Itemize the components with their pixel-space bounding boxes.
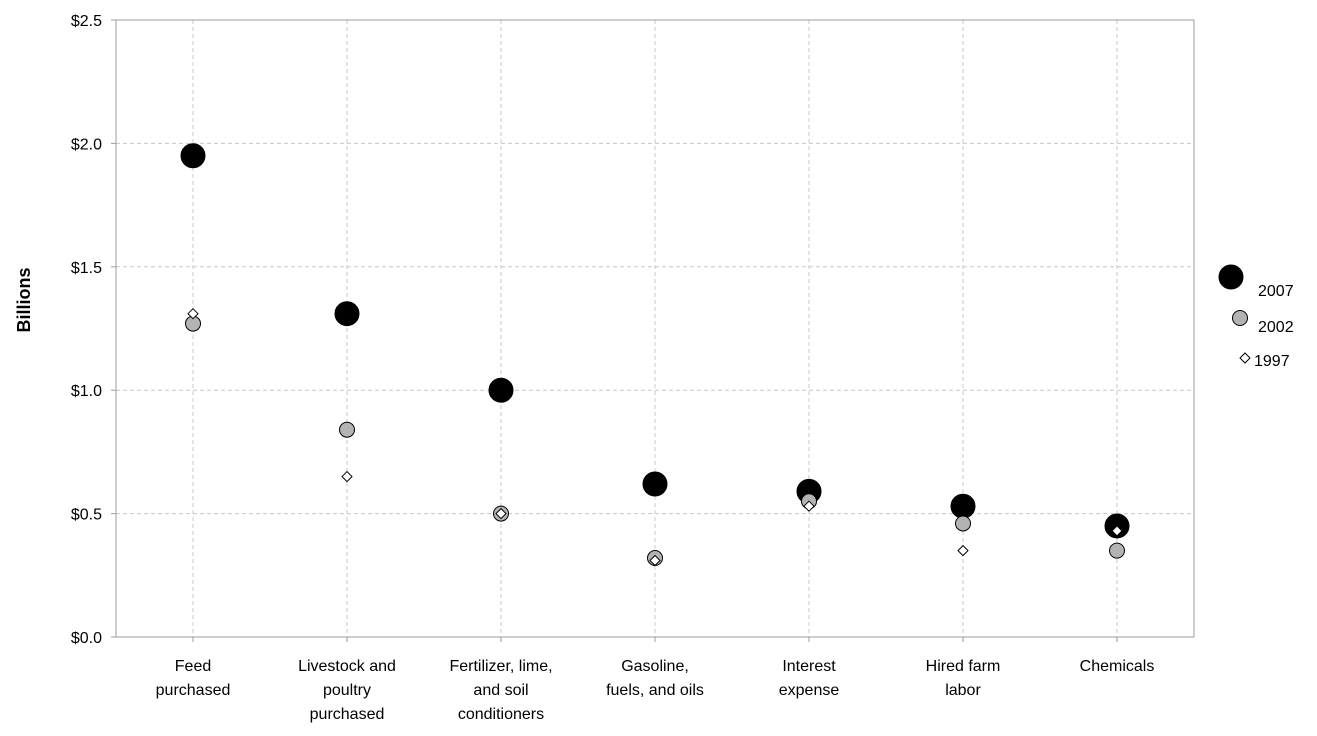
point-2007 (334, 301, 360, 327)
point-1997 (1111, 525, 1123, 537)
y-tick-label: $0.0 (71, 630, 102, 647)
y-tick-label: $2.0 (71, 136, 102, 153)
point-2007 (488, 377, 514, 403)
legend-label-2007: 2007 (1258, 283, 1294, 300)
point-1997 (495, 507, 507, 520)
y-axis-label: Billions (14, 267, 34, 332)
x-category-label: purchased (310, 706, 385, 723)
point-2007 (950, 493, 976, 519)
data-points (180, 143, 1130, 567)
point-2002 (955, 515, 971, 532)
point-1997 (803, 500, 815, 512)
y-tick-label: $1.0 (71, 383, 102, 400)
legend-label-2002: 2002 (1258, 319, 1294, 336)
y-tick-label: $0.5 (71, 507, 102, 524)
y-tick-label: $2.5 (71, 13, 102, 30)
x-category-label: Livestock and (298, 658, 396, 675)
legend-marker-2007 (1218, 264, 1244, 290)
legend-label-1997: 1997 (1254, 353, 1290, 370)
point-1997 (187, 307, 199, 320)
y-axis-ticks: $0.0 $0.5 $1.0 $1.5 $2.0 $2.5 (71, 13, 116, 647)
legend: 2007 2002 1997 (1218, 264, 1294, 370)
x-category-label: conditioners (458, 706, 544, 723)
x-category-label: purchased (156, 682, 231, 699)
x-category-label: Gasoline, (621, 658, 689, 675)
x-category-label: Chemicals (1080, 658, 1155, 675)
x-category-label: Hired farm (926, 658, 1001, 675)
x-category-label: Fertilizer, lime, (449, 658, 552, 675)
point-2002 (1109, 542, 1125, 559)
gridlines (116, 20, 1194, 637)
x-category-label: expense (779, 682, 840, 699)
x-axis-categories: Feed purchased Livestock and poultry purchas… (156, 637, 1155, 723)
x-category-label: and soil (473, 682, 528, 699)
x-category-label: Feed (175, 658, 211, 675)
legend-marker-1997 (1239, 352, 1251, 364)
point-2007 (642, 471, 668, 497)
x-category-label: labor (945, 682, 981, 699)
point-1997 (649, 554, 661, 567)
x-category-label: poultry (323, 682, 371, 699)
point-1997 (957, 544, 969, 557)
x-category-label: Interest (782, 658, 836, 675)
x-category-label: fuels, and oils (606, 682, 704, 699)
legend-marker-2002 (1232, 310, 1248, 326)
y-tick-label: $1.5 (71, 260, 102, 277)
point-2002 (339, 421, 355, 438)
point-1997 (341, 470, 353, 483)
point-2007 (180, 143, 206, 169)
